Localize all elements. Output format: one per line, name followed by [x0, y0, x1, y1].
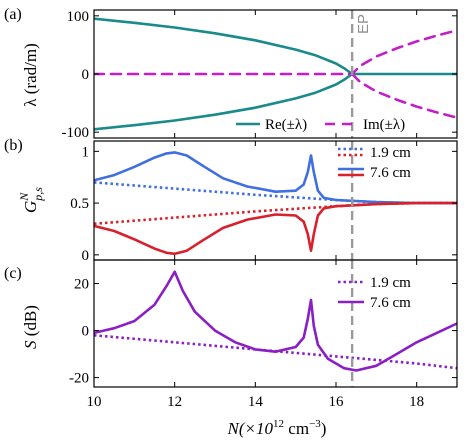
ylabel-b: GNp,s — [17, 187, 45, 213]
xtick-label-2: 14 — [248, 394, 264, 410]
ytick-label-b-2: 0 — [82, 248, 90, 264]
series-b-2 — [94, 151, 457, 205]
legend-label-im: Im(±λ) — [363, 117, 405, 133]
ylabel-b-sup: N — [17, 192, 31, 202]
xlabel-unit: cm — [284, 419, 309, 438]
xtick-label-0: 10 — [87, 394, 102, 410]
legend-label-re: Re(±λ) — [265, 117, 307, 133]
ylabel-a: λ (rad/m) — [21, 43, 40, 106]
xlabel: N(×1012 cm−3) — [227, 418, 327, 438]
ytick-label-a-0: 100 — [67, 9, 90, 25]
legend-label-b-1: 7.6 cm — [370, 165, 411, 181]
plot-b: 10.50 — [70, 140, 458, 264]
ylabel-c: S (dB) — [21, 305, 40, 349]
legend-c: 1.9 cm 7.6 cm — [338, 275, 411, 311]
ep-label: EP — [355, 14, 372, 34]
legend-label-c-0: 1.9 cm — [370, 275, 411, 291]
panel-c: (c) 20 0 -20 10 12 14 16 18 S (dB) 1.9 cm 7.6 cm — [4, 259, 458, 410]
series-a-1 — [94, 72, 354, 131]
ylabel-c-main: S — [21, 340, 40, 349]
series-c-1 — [94, 270, 457, 372]
xtick-label-1: 12 — [167, 394, 182, 410]
legend-a: Re(±λ) Im(±λ) EP — [236, 14, 405, 133]
panel-label-b: (b) — [4, 137, 23, 154]
plot-c: 20 0 -20 10 12 14 16 18 — [69, 259, 458, 410]
ylabel-b-sub: p,s — [31, 187, 45, 202]
series-c-0 — [94, 334, 457, 370]
ytick-label-b-1: 0.5 — [70, 196, 89, 212]
legend-b: 1.9 cm 7.6 cm — [338, 145, 411, 181]
panel-b: (b) 10.50 GNp,s 1.9 cm7.6 cm — [4, 137, 458, 264]
panel-label-a: (a) — [4, 6, 22, 23]
panel-label-c: (c) — [4, 265, 22, 282]
frame-c — [93, 259, 458, 388]
xlabel-close: ) — [321, 419, 327, 438]
series-a-2 — [94, 29, 457, 76]
ytick-label-c-0: 20 — [74, 277, 89, 293]
series-b-1 — [94, 201, 457, 226]
ylabel-b-main: G — [21, 201, 40, 213]
ylabel-c-unit: (dB) — [21, 305, 40, 340]
series-b-0 — [94, 181, 457, 205]
legend-label-b-0: 1.9 cm — [370, 145, 411, 161]
ytick-label-c-2: -20 — [69, 371, 89, 387]
ytick-label-c-1: 0 — [82, 324, 90, 340]
series-a-3 — [350, 72, 457, 119]
ytick-label-a-1: 0 — [82, 67, 90, 83]
xlabel-main: N(×10 — [227, 419, 274, 438]
xtick-label-4: 18 — [409, 394, 424, 410]
legend-label-c-1: 7.6 cm — [370, 295, 411, 311]
xlabel-sup: 12 — [273, 418, 284, 430]
svg-text:GNp,s: GNp,s — [17, 187, 45, 213]
series-a-0 — [94, 17, 457, 76]
xlabel-unit-sup: −3 — [309, 418, 321, 430]
panel-a: (a) 100 0 -100 λ (rad/m) Re(±λ) Im(±λ) EP — [4, 6, 458, 141]
plot-a: 100 0 -100 — [62, 9, 458, 141]
svg-text:S (dB): S (dB) — [21, 305, 40, 349]
ytick-label-b-0: 1 — [82, 144, 90, 160]
ytick-label-a-2: -100 — [62, 125, 90, 141]
series-b-3 — [94, 201, 457, 256]
xtick-label-3: 16 — [329, 394, 345, 410]
